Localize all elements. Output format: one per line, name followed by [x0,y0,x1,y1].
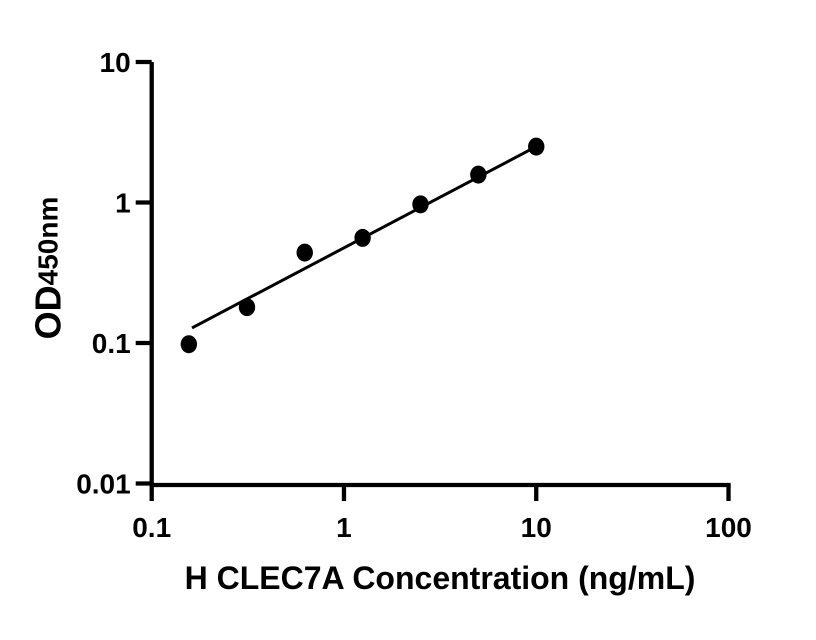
x-axis-title: H CLEC7A Concentration (ng/mL) [185,560,696,596]
data-point [296,243,313,262]
y-axis-title: OD450nm [27,197,68,340]
x-tick-label: 100 [705,512,752,543]
y-tick-label: 0.1 [92,328,131,359]
data-point [180,335,198,354]
x-tick-label: 1 [336,512,352,543]
x-tick-label: 10 [521,512,552,543]
data-point [470,165,487,184]
x-tick-label: 0.1 [132,512,171,543]
data-point [354,228,371,247]
y-axis-title-sub: 450nm [32,197,63,286]
data-point [412,195,429,214]
data-point [238,298,256,317]
y-tick-label: 10 [100,47,131,78]
y-tick-label: 0.01 [76,469,131,500]
y-tick-label: 1 [115,188,131,219]
data-point [528,137,545,156]
y-axis-title-main: OD [27,285,68,339]
